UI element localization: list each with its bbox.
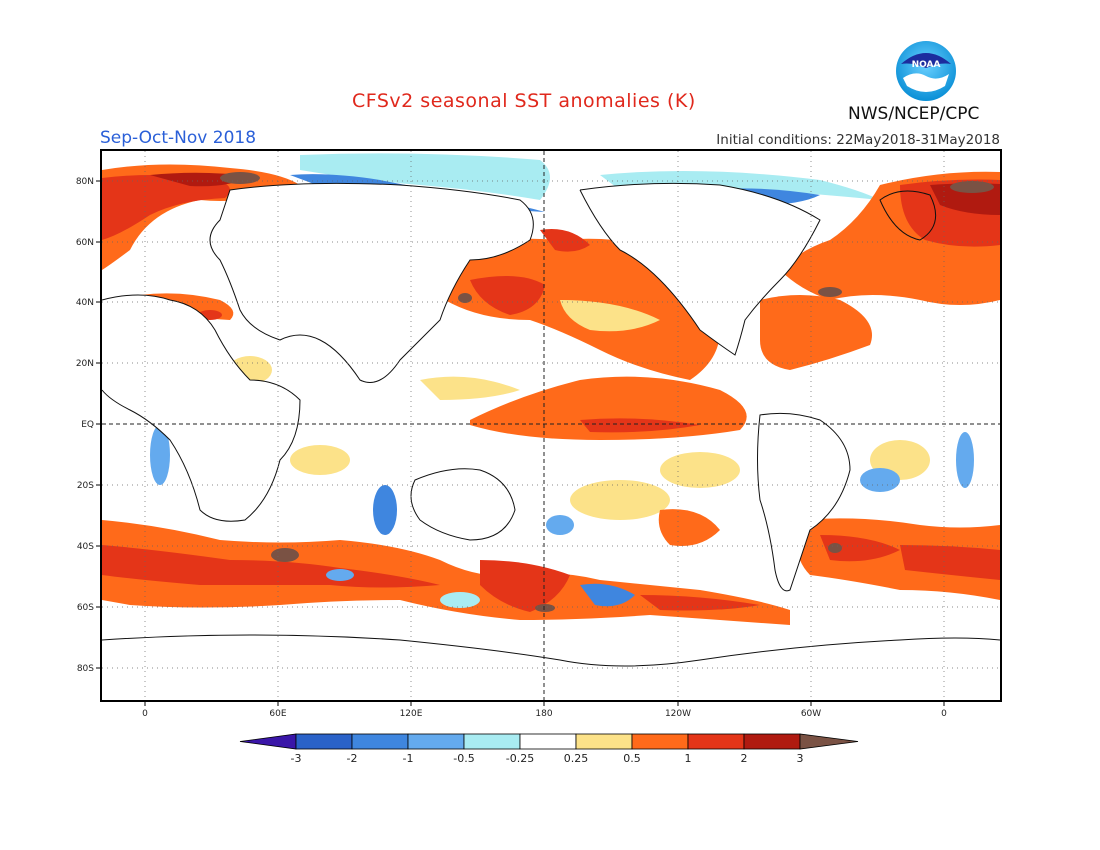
lon-labels: 0 60E 120E 180 120W 60W 0	[142, 709, 947, 719]
anomaly-field	[102, 151, 1000, 700]
coastlines	[102, 182, 1000, 667]
africa-landmass	[102, 295, 300, 522]
agency-label: NWS/NCEP/CPC	[848, 104, 980, 124]
colorbar-label: -0.25	[506, 752, 534, 765]
lat-label: 40S	[77, 542, 94, 552]
lat-label: 60N	[76, 238, 94, 248]
lat-label: 60S	[77, 603, 94, 613]
colorbar-box	[295, 733, 353, 750]
colorbar-box	[575, 733, 633, 750]
axis-ticks	[96, 180, 945, 706]
eurasia-landmass	[210, 183, 534, 383]
colorbar-label: 0.5	[623, 752, 641, 765]
colorbar-label: -1	[403, 752, 414, 765]
colorbar-min-arrow	[239, 733, 297, 750]
colorbar-label: 0.25	[564, 752, 589, 765]
noaa-logo-text: NOAA	[912, 60, 941, 70]
colorbar-box	[687, 733, 745, 750]
colorbar-label: 1	[685, 752, 692, 765]
colorbar-label: 3	[797, 752, 804, 765]
lat-label: 80N	[76, 177, 94, 187]
lon-label: 60E	[269, 709, 286, 719]
lat-label: EQ	[81, 420, 94, 430]
lon-label: 0	[142, 709, 148, 719]
map-title: CFSv2 seasonal SST anomalies (K)	[352, 90, 696, 112]
lon-label: 120E	[400, 709, 423, 719]
lon-label: 180	[535, 709, 552, 719]
lat-label: 20N	[76, 359, 94, 369]
colorbar-max-arrow	[799, 733, 859, 750]
lon-label: 60W	[801, 709, 821, 719]
australia-landmass	[411, 468, 515, 540]
initial-conditions-label: Initial conditions: 22May2018-31May2018	[716, 132, 1000, 148]
map-frame	[100, 149, 1002, 702]
colorbar-box	[743, 733, 801, 750]
colorbar-label: -3	[291, 752, 302, 765]
antarctica-landmass	[102, 635, 1000, 700]
colorbar-label: 2	[741, 752, 748, 765]
colorbar-box	[351, 733, 409, 750]
colorbar-label: -0.5	[453, 752, 474, 765]
colorbar-label: -2	[347, 752, 358, 765]
lat-label: 20S	[77, 481, 94, 491]
noaa-logo: NOAA	[896, 41, 956, 101]
lon-label: 120W	[665, 709, 691, 719]
colorbar-box	[631, 733, 689, 750]
lat-labels: 80N 60N 40N 20N EQ 20S 40S 60S 80S	[76, 177, 94, 674]
lat-label: 40N	[76, 298, 94, 308]
south-america-landmass	[757, 413, 850, 591]
lon-label: 0	[941, 709, 947, 719]
season-label: Sep-Oct-Nov 2018	[100, 128, 257, 148]
lat-label: 80S	[77, 664, 94, 674]
colorbar-box	[407, 733, 465, 750]
equator-dateline	[102, 151, 1000, 700]
colorbar-box	[519, 733, 577, 750]
north-america-landmass	[580, 183, 820, 355]
color-bar: -3 -2 -1 -0.5 -0.25 0.25 0.5 1 2 3	[239, 733, 859, 765]
colorbar-box	[463, 733, 521, 750]
